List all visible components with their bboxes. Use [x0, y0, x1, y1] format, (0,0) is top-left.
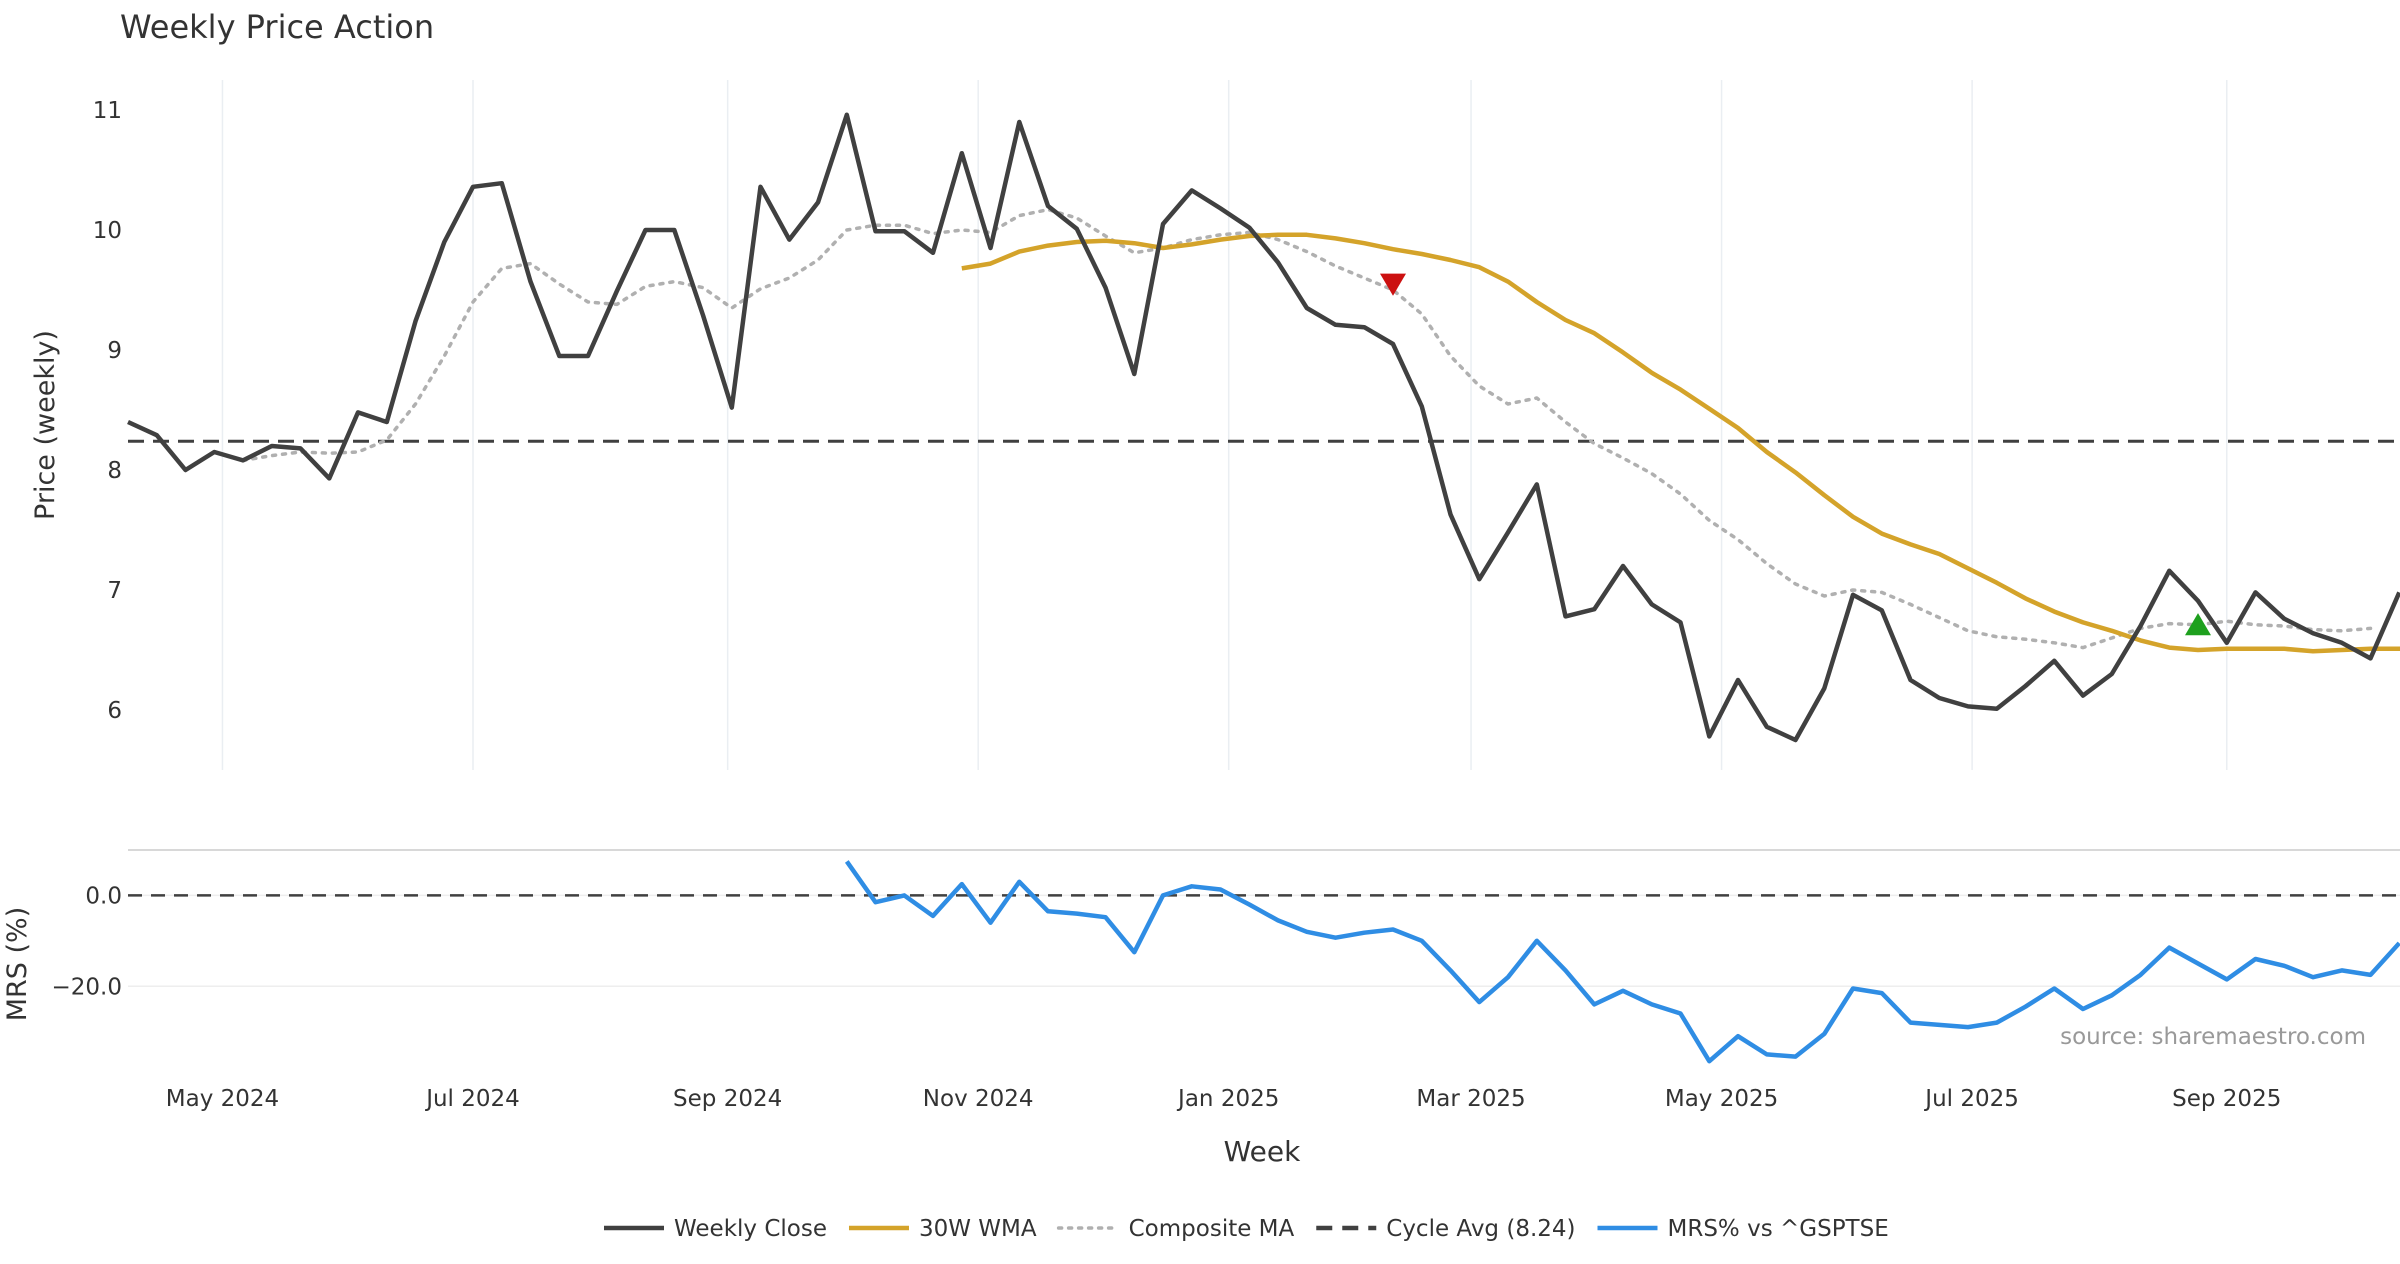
wma-30w-line	[961, 232, 2400, 654]
x-tick-label: May 2024	[166, 1086, 279, 1112]
buy-signal-marker	[2185, 613, 2211, 636]
x-tick-label: Nov 2024	[923, 1086, 1034, 1112]
mrs-tick-label: −20.0	[52, 974, 122, 1000]
x-tick-label: Mar 2025	[1416, 1086, 1525, 1112]
chart-title: Weekly Price Action	[120, 8, 434, 46]
legend-label: Weekly Close	[674, 1216, 827, 1242]
y-tick-label: 8	[107, 458, 122, 484]
y-tick-label: 6	[107, 698, 122, 724]
legend-label: Cycle Avg (8.24)	[1386, 1216, 1575, 1242]
signal-markers	[1380, 273, 2211, 636]
composite-ma-line	[241, 207, 2373, 650]
x-tick-label: May 2025	[1665, 1086, 1778, 1112]
series-lines	[127, 112, 2400, 1064]
x-tick-label: Jan 2025	[1176, 1086, 1279, 1112]
legend-label: Composite MA	[1129, 1216, 1295, 1242]
x-tick-label: Jul 2024	[424, 1086, 520, 1112]
y-tick-label: 7	[107, 578, 122, 604]
reference-lines	[128, 439, 2400, 897]
mrs-tick-label: 0.0	[85, 883, 122, 909]
mrs-axis-label: MRS (%)	[2, 907, 33, 1022]
legend: Weekly Close 30W WMA Composite MA Cycle Avg…	[604, 1216, 1889, 1242]
grid	[128, 80, 2400, 987]
y-tick-label: 9	[107, 338, 122, 364]
legend-label: 30W WMA	[919, 1216, 1037, 1242]
x-axis-label: Week	[1224, 1135, 1301, 1168]
x-tick-label: Sep 2025	[2172, 1086, 2281, 1112]
y-tick-label: 11	[93, 98, 122, 124]
mrs-line	[844, 860, 2400, 1064]
weekly-close-line	[127, 112, 2400, 743]
sell-signal-marker	[1380, 273, 1406, 296]
y-tick-label: 10	[93, 218, 122, 244]
x-tick-label: Jul 2025	[1923, 1086, 2019, 1112]
chart-text: May 2024 Jul 2024 Sep 2024 Nov 2024 Jan 2025…	[2, 8, 2366, 1168]
legend-label: MRS% vs ^GSPTSE	[1668, 1216, 1889, 1242]
y-axis-label: Price (weekly)	[30, 330, 61, 520]
x-tick-label: Sep 2024	[673, 1086, 782, 1112]
source-annotation: source: sharemaestro.com	[2060, 1024, 2366, 1050]
